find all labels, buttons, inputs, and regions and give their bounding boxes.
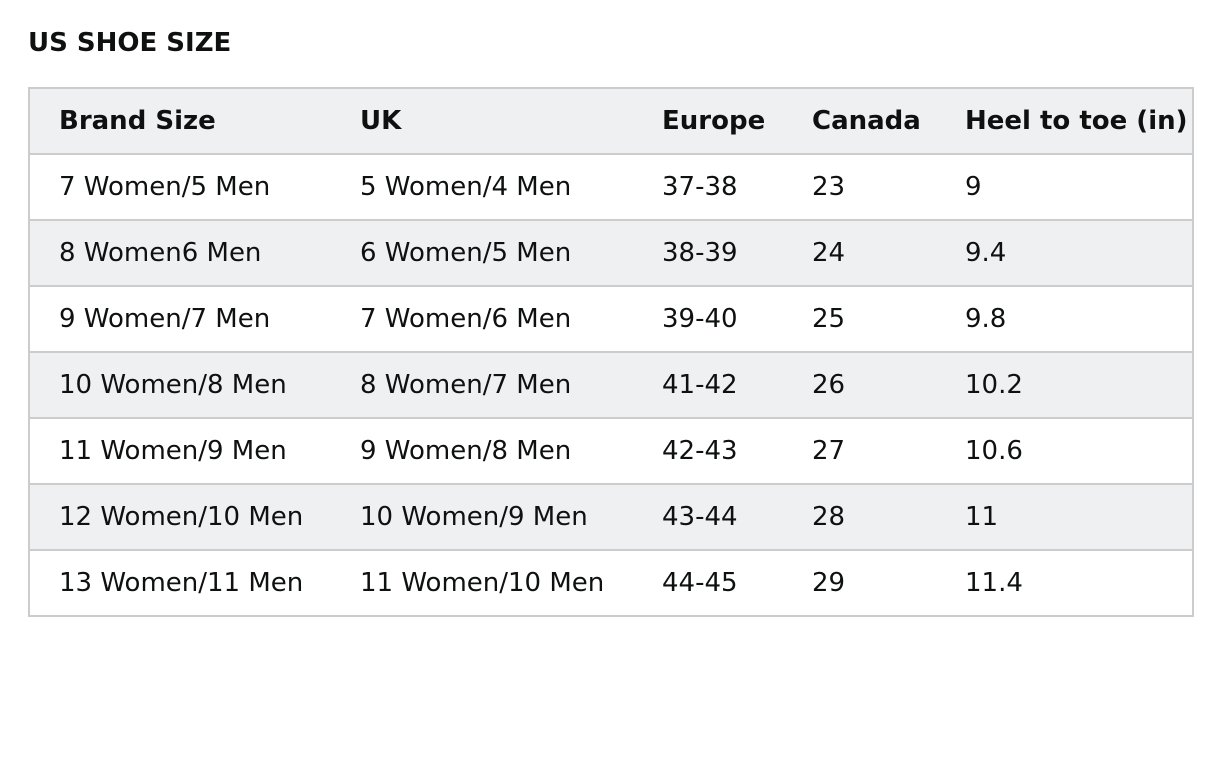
header-uk: UK — [331, 88, 633, 155]
table-row: 9 Women/7 Men 7 Women/6 Men 39-40 25 9.8 — [29, 286, 1193, 353]
cell-heel-to-toe: 9.4 — [936, 220, 1193, 287]
cell-uk: 5 Women/4 Men — [331, 154, 633, 221]
header-europe: Europe — [633, 88, 783, 155]
cell-canada: 23 — [783, 154, 936, 221]
cell-brand-size: 13 Women/11 Men — [29, 550, 331, 616]
cell-brand-size: 7 Women/5 Men — [29, 154, 331, 221]
cell-canada: 25 — [783, 286, 936, 353]
cell-heel-to-toe: 11 — [936, 484, 1193, 551]
cell-canada: 26 — [783, 352, 936, 419]
page-title: US SHOE SIZE — [28, 28, 232, 58]
cell-brand-size: 12 Women/10 Men — [29, 484, 331, 551]
table-row: 8 Women6 Men 6 Women/5 Men 38-39 24 9.4 — [29, 220, 1193, 287]
cell-europe: 39-40 — [633, 286, 783, 353]
table-row: 12 Women/10 Men 10 Women/9 Men 43-44 28 … — [29, 484, 1193, 551]
cell-europe: 44-45 — [633, 550, 783, 616]
cell-uk: 11 Women/10 Men — [331, 550, 633, 616]
cell-brand-size: 9 Women/7 Men — [29, 286, 331, 353]
cell-heel-to-toe: 10.2 — [936, 352, 1193, 419]
table-row: 13 Women/11 Men 11 Women/10 Men 44-45 29… — [29, 550, 1193, 616]
cell-brand-size: 10 Women/8 Men — [29, 352, 331, 419]
header-canada: Canada — [783, 88, 936, 155]
cell-heel-to-toe: 9 — [936, 154, 1193, 221]
header-brand-size: Brand Size — [29, 88, 331, 155]
cell-europe: 37-38 — [633, 154, 783, 221]
header-heel-to-toe: Heel to toe (in) — [936, 88, 1193, 155]
cell-brand-size: 11 Women/9 Men — [29, 418, 331, 485]
cell-heel-to-toe: 11.4 — [936, 550, 1193, 616]
table-header-row: Brand Size UK Europe Canada Heel to toe … — [29, 88, 1193, 155]
cell-europe: 41-42 — [633, 352, 783, 419]
cell-uk: 6 Women/5 Men — [331, 220, 633, 287]
cell-canada: 28 — [783, 484, 936, 551]
cell-canada: 27 — [783, 418, 936, 485]
cell-uk: 7 Women/6 Men — [331, 286, 633, 353]
cell-canada: 29 — [783, 550, 936, 616]
cell-uk: 10 Women/9 Men — [331, 484, 633, 551]
cell-heel-to-toe: 9.8 — [936, 286, 1193, 353]
cell-europe: 38-39 — [633, 220, 783, 287]
cell-brand-size: 8 Women6 Men — [29, 220, 331, 287]
size-chart-table: Brand Size UK Europe Canada Heel to toe … — [28, 87, 1194, 617]
cell-heel-to-toe: 10.6 — [936, 418, 1193, 485]
cell-uk: 9 Women/8 Men — [331, 418, 633, 485]
table-row: 11 Women/9 Men 9 Women/8 Men 42-43 27 10… — [29, 418, 1193, 485]
cell-europe: 43-44 — [633, 484, 783, 551]
cell-uk: 8 Women/7 Men — [331, 352, 633, 419]
table-row: 10 Women/8 Men 8 Women/7 Men 41-42 26 10… — [29, 352, 1193, 419]
cell-europe: 42-43 — [633, 418, 783, 485]
cell-canada: 24 — [783, 220, 936, 287]
table-row: 7 Women/5 Men 5 Women/4 Men 37-38 23 9 — [29, 154, 1193, 221]
